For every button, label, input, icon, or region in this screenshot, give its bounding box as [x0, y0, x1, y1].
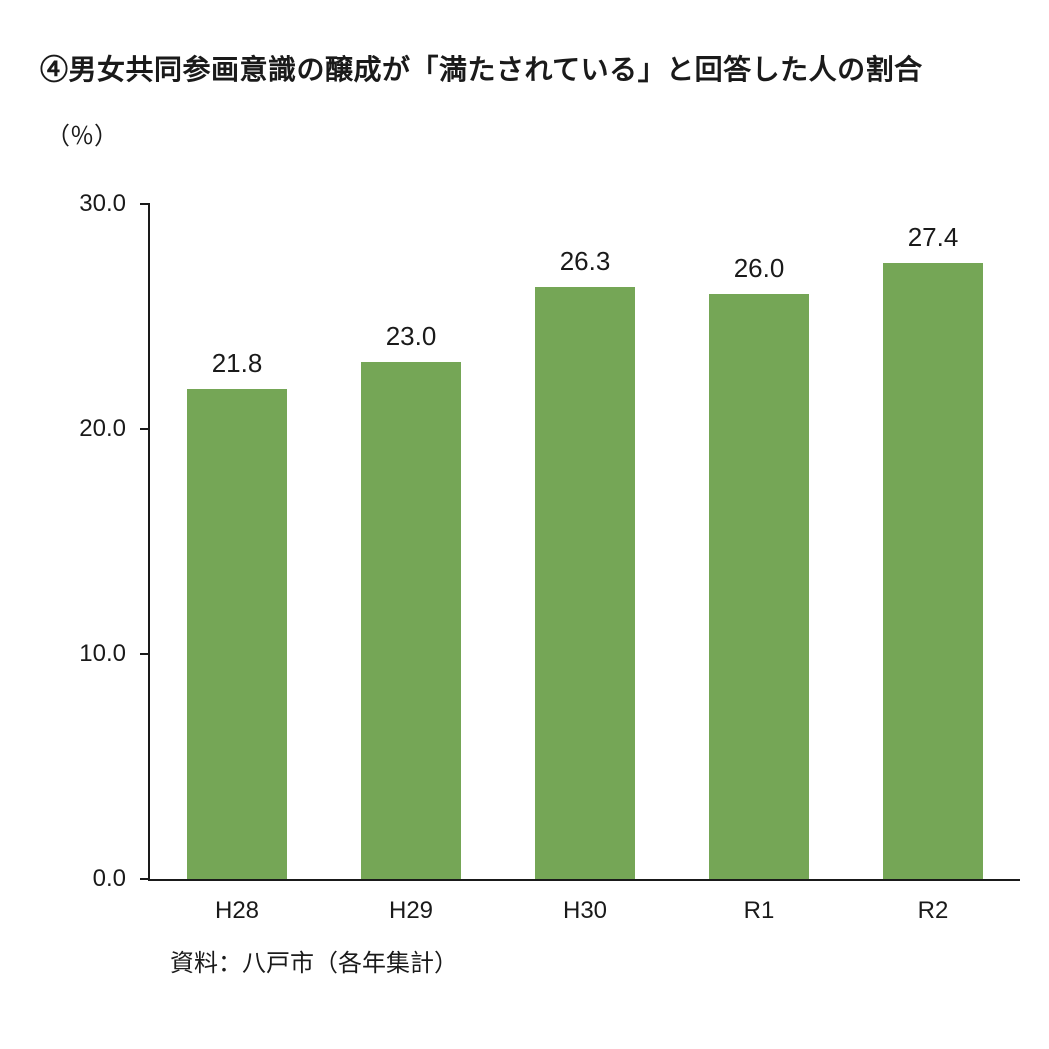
- bar: [187, 389, 288, 880]
- bar: [709, 294, 810, 879]
- bar-group: 27.4R2: [846, 159, 1020, 879]
- y-axis-unit: （％）: [46, 116, 1009, 151]
- bar-group: 21.8H28: [150, 159, 324, 879]
- category-label: H29: [324, 897, 498, 925]
- x-axis-line: [148, 879, 1020, 881]
- y-tick-label: 20.0: [40, 415, 126, 443]
- bar-value-label: 26.0: [672, 253, 846, 284]
- y-tick-label: 0.0: [40, 865, 126, 893]
- chart-title: ④男女共同参画意識の醸成が「満たされている」と回答した人の割合: [40, 48, 1009, 88]
- bar-group: 23.0H29: [324, 159, 498, 879]
- bar-value-label: 27.4: [846, 222, 1020, 253]
- category-label: H30: [498, 897, 672, 925]
- category-label: R1: [672, 897, 846, 925]
- bar: [535, 287, 636, 879]
- y-tick-label: 10.0: [40, 640, 126, 668]
- chart-page: ④男女共同参画意識の醸成が「満たされている」と回答した人の割合 （％） 0.0 1…: [0, 0, 1049, 1049]
- category-label: H28: [150, 897, 324, 925]
- category-label: R2: [846, 897, 1020, 925]
- bar-group: 26.0R1: [672, 159, 846, 879]
- source-note: 資料：八戸市（各年集計）: [170, 943, 458, 978]
- bar-value-label: 21.8: [150, 348, 324, 379]
- bar-chart: 0.010.020.030.021.8H2823.0H2926.3H3026.0…: [40, 159, 1020, 879]
- bar-value-label: 26.3: [498, 246, 672, 277]
- bar-value-label: 23.0: [324, 321, 498, 352]
- bar: [361, 362, 462, 880]
- y-tick-label: 30.0: [40, 190, 126, 218]
- bar-group: 26.3H30: [498, 159, 672, 879]
- bar: [883, 263, 984, 880]
